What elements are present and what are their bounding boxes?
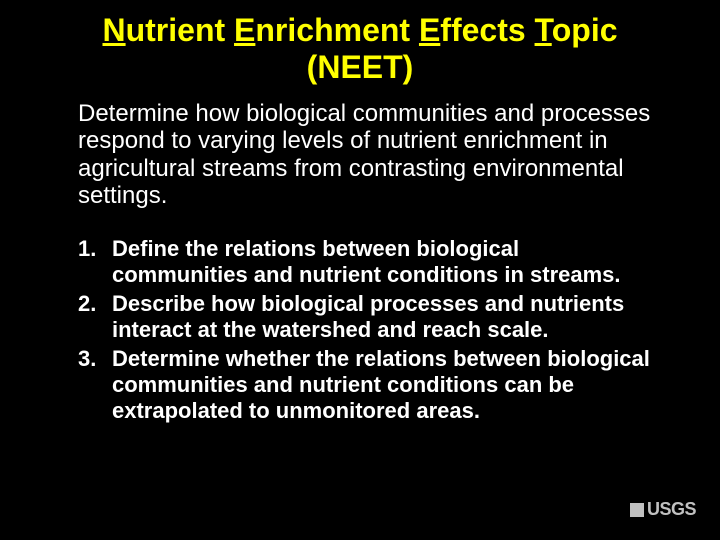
intro-paragraph: Determine how biological communities and… [78,100,670,210]
title-rest-0: utrient [126,12,226,48]
title-initial-3: T [535,12,552,48]
list-text: Define the relations between biological … [112,236,660,289]
list-item: 1. Define the relations between biologic… [78,236,660,289]
title-rest-1: nrichment [255,12,410,48]
slide-title: Nutrient Enrichment Effects Topic (NEET) [40,12,680,86]
title-rest-3: opic [552,12,618,48]
slide-content: Nutrient Enrichment Effects Topic (NEET)… [0,0,720,425]
logo-text: USGS [647,499,696,520]
usgs-logo: USGS [630,499,696,520]
title-rest-2: ffects [440,12,525,48]
logo-square-icon [630,503,644,517]
list-number: 1. [78,236,112,289]
list-number: 3. [78,346,112,425]
list-number: 2. [78,291,112,344]
list-item: 2. Describe how biological processes and… [78,291,660,344]
list-text: Describe how biological processes and nu… [112,291,660,344]
title-initial-1: E [234,12,255,48]
title-acronym: (NEET) [307,49,414,85]
title-initial-2: E [419,12,440,48]
title-initial-0: N [102,12,125,48]
list-item: 3. Determine whether the relations betwe… [78,346,660,425]
objectives-list: 1. Define the relations between biologic… [78,236,660,425]
list-text: Determine whether the relations between … [112,346,660,425]
